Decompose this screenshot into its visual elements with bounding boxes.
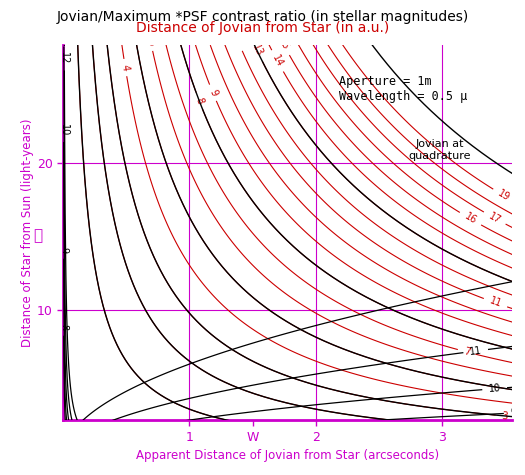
Text: 9: 9 [510,408,516,418]
Text: Jovian/Maximum *PSF contrast ratio (in stellar magnitudes): Jovian/Maximum *PSF contrast ratio (in s… [56,10,469,24]
Text: 3: 3 [501,411,508,421]
Text: 10: 10 [200,26,213,41]
Text: 7: 7 [463,346,471,358]
Text: 17: 17 [487,211,502,226]
Text: 16: 16 [463,211,478,226]
Text: 6: 6 [145,38,156,47]
Text: 11: 11 [59,28,69,40]
Text: 2: 2 [87,32,97,39]
Text: 15: 15 [276,37,291,52]
Text: 19: 19 [496,188,512,203]
Text: 1: 1 [72,29,82,36]
Text: 8: 8 [193,96,205,105]
Text: 5: 5 [129,28,140,36]
Text: 10: 10 [488,383,501,394]
Text: 14: 14 [270,53,285,69]
Text: 13: 13 [250,43,264,58]
Text: Aperture = 1m
Wavelength = 0.5 μ: Aperture = 1m Wavelength = 0.5 μ [339,75,467,103]
Text: 10: 10 [59,124,69,136]
Text: Distance of Jovian from Star (in a.u.): Distance of Jovian from Star (in a.u.) [136,21,389,35]
Text: ℓ: ℓ [34,229,43,243]
Text: 12: 12 [230,32,244,47]
Text: 9: 9 [59,247,69,253]
Text: 11: 11 [469,345,482,357]
Y-axis label: Distance of Star from Sun (light-years): Distance of Star from Sun (light-years) [21,118,34,347]
Text: 12: 12 [59,52,69,65]
Text: 11: 11 [488,296,503,310]
Text: Jovian at
quadrature: Jovian at quadrature [409,139,471,161]
X-axis label: Apparent Distance of Jovian from Star (arcseconds): Apparent Distance of Jovian from Star (a… [136,449,439,462]
Text: 9: 9 [207,88,219,97]
Text: 4: 4 [120,64,131,71]
Text: 18: 18 [313,25,328,41]
Text: 8: 8 [59,324,69,330]
